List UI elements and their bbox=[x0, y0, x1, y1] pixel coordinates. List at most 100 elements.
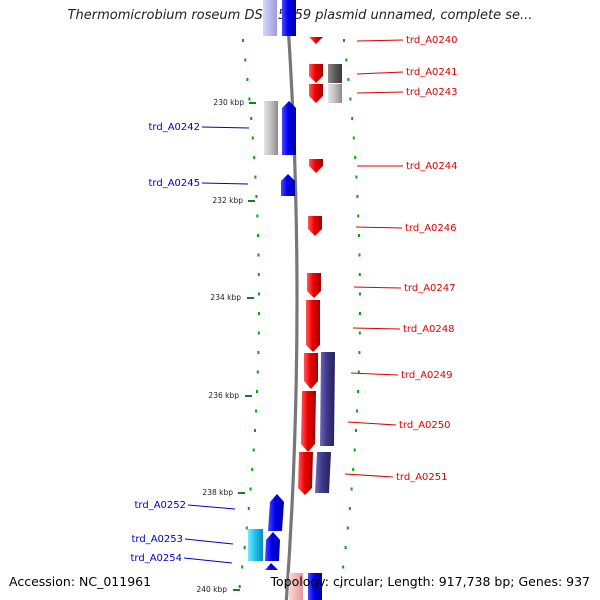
label-trd-a0244[interactable]: trd_A0244 bbox=[357, 161, 458, 172]
label-trd-a0254[interactable]: trd_A0254 bbox=[131, 553, 233, 564]
outer-ring-dot bbox=[347, 78, 350, 81]
gene-label[interactable]: trd_A0253 bbox=[132, 534, 184, 545]
gene-trd-a0241[interactable] bbox=[309, 64, 323, 83]
outer-ring-dot bbox=[352, 136, 355, 140]
tick-label: 236 kbp bbox=[208, 391, 239, 400]
gene-trd-a0248[interactable] bbox=[306, 300, 320, 352]
gene-trd-a0246[interactable] bbox=[308, 216, 322, 236]
inner-ring-dot bbox=[243, 546, 246, 549]
label-trd-a0246[interactable]: trd_A0246 bbox=[355, 223, 457, 234]
gene-trd-a0240[interactable] bbox=[309, 37, 323, 44]
gene-trd-a0250[interactable] bbox=[301, 391, 316, 452]
label-trd-a0249[interactable]: trd_A0249 bbox=[350, 370, 453, 381]
tick-label: 240 kbp bbox=[196, 585, 227, 594]
label-leader bbox=[356, 71, 404, 75]
label-leader bbox=[355, 226, 403, 229]
gene-bottom-blue[interactable] bbox=[308, 573, 322, 600]
gene-trd-a0247[interactable] bbox=[307, 273, 321, 298]
outer-ring-dot bbox=[354, 156, 357, 159]
label-leader bbox=[356, 91, 404, 94]
label-trd-a0248[interactable]: trd_A0248 bbox=[352, 324, 455, 335]
label-trd-a0242[interactable]: trd_A0242 bbox=[149, 122, 250, 133]
outer-ring-dot bbox=[359, 312, 361, 315]
inner-ring-dot bbox=[250, 117, 253, 120]
outer-ring-dot bbox=[352, 468, 355, 471]
outer-ring-dot bbox=[339, 585, 342, 588]
gene-trd-a0241-gray[interactable] bbox=[328, 64, 342, 83]
scale-ticks: 230 kbp 232 kbp 234 kbp 236 kbp 238 kbp … bbox=[196, 98, 256, 594]
gene-label[interactable]: trd_A0252 bbox=[135, 500, 187, 511]
gene-gray-left[interactable] bbox=[264, 101, 278, 155]
inner-ring-dot bbox=[257, 273, 260, 276]
gene-label[interactable]: trd_A0248 bbox=[403, 324, 455, 335]
inner-ring-dot bbox=[258, 312, 260, 315]
label-trd-a0251[interactable]: trd_A0251 bbox=[344, 472, 448, 483]
label-leader bbox=[344, 473, 394, 478]
map-title: Thermomicrobium roseum DSM 5159 plasmid … bbox=[67, 8, 533, 23]
reverse-genes bbox=[298, 37, 342, 495]
gene-label[interactable]: trd_A0242 bbox=[149, 122, 201, 133]
label-leader bbox=[184, 538, 234, 545]
outer-ring-dot bbox=[353, 448, 356, 452]
gene-label[interactable]: trd_A0240 bbox=[406, 35, 458, 46]
forward-labels: trd_A0242 trd_A0245 trd_A0252 trd_A0253 … bbox=[131, 122, 250, 564]
gene-label[interactable]: trd_A0241 bbox=[406, 67, 458, 78]
gene-trd-a0243-gray[interactable] bbox=[328, 84, 342, 103]
gene-label[interactable]: trd_A0254 bbox=[131, 553, 183, 564]
label-trd-a0245[interactable]: trd_A0245 bbox=[149, 178, 249, 189]
label-leader bbox=[352, 327, 401, 330]
forward-genes bbox=[248, 0, 322, 600]
gene-trd-a0251-purple[interactable] bbox=[315, 452, 331, 493]
gene-trd-a0245[interactable] bbox=[281, 174, 295, 196]
tick-label: 238 kbp bbox=[202, 488, 233, 497]
outer-ring-dot bbox=[358, 273, 361, 276]
label-trd-a0241[interactable]: trd_A0241 bbox=[356, 67, 458, 78]
gene-trd-a0243[interactable] bbox=[309, 84, 323, 103]
gene-trd-a0244[interactable] bbox=[309, 159, 323, 173]
gene-trd-a0251[interactable] bbox=[298, 452, 313, 495]
gene-trd-a0253[interactable] bbox=[248, 529, 263, 561]
label-trd-a0240[interactable]: trd_A0240 bbox=[356, 35, 458, 46]
gene-label[interactable]: trd_A0245 bbox=[149, 178, 201, 189]
gene-top-blue[interactable] bbox=[282, 0, 296, 36]
gene-label[interactable]: trd_A0251 bbox=[396, 472, 448, 483]
gene-bottom-pink[interactable] bbox=[289, 573, 303, 600]
inner-ring-dot bbox=[251, 136, 254, 140]
outer-ring-dot bbox=[357, 214, 360, 218]
tick-label: 232 kbp bbox=[212, 196, 243, 205]
inner-ring-dot bbox=[256, 390, 258, 393]
gene-label[interactable]: trd_A0244 bbox=[406, 161, 458, 172]
outer-ring-dot bbox=[358, 253, 361, 257]
label-trd-a0243[interactable]: trd_A0243 bbox=[356, 87, 458, 98]
gene-label[interactable]: trd_A0250 bbox=[399, 420, 451, 431]
outer-ring-dot bbox=[342, 565, 345, 569]
outer-ring-dot bbox=[356, 195, 359, 198]
inner-ring-dot bbox=[257, 234, 259, 237]
inner-ring-dot bbox=[247, 507, 250, 510]
label-trd-a0252[interactable]: trd_A0252 bbox=[135, 500, 236, 511]
outer-ring-dot bbox=[355, 429, 357, 432]
gene-label[interactable]: trd_A0243 bbox=[406, 87, 458, 98]
gene-trd-a0254[interactable] bbox=[265, 532, 280, 561]
gene-trd-a0242[interactable] bbox=[282, 101, 296, 155]
label-trd-a0247[interactable]: trd_A0247 bbox=[353, 283, 456, 294]
label-trd-a0253[interactable]: trd_A0253 bbox=[132, 534, 234, 545]
gene-trd-a0254-tip[interactable] bbox=[265, 563, 278, 570]
scale-tick-236: 236 kbp bbox=[208, 391, 252, 400]
outer-ring-dot bbox=[358, 234, 360, 237]
gene-trd-a0249-purple[interactable] bbox=[320, 352, 335, 446]
gene-label[interactable]: trd_A0247 bbox=[404, 283, 456, 294]
outer-ring-dot bbox=[357, 390, 359, 393]
gene-label[interactable]: trd_A0246 bbox=[405, 223, 457, 234]
gene-top-lavender[interactable] bbox=[263, 0, 277, 36]
label-trd-a0250[interactable]: trd_A0250 bbox=[347, 420, 451, 431]
inner-ring-dot bbox=[248, 97, 251, 101]
reverse-labels: trd_A0240 trd_A0241 trd_A0243 trd_A0244 … bbox=[344, 35, 458, 483]
gene-blue-lower[interactable] bbox=[268, 494, 284, 531]
label-leader bbox=[353, 286, 402, 289]
topology-summary: Topology: circular; Length: 917,738 bp; … bbox=[270, 574, 591, 589]
gene-trd-a0249[interactable] bbox=[304, 353, 318, 389]
gene-label[interactable]: trd_A0249 bbox=[401, 370, 453, 381]
inner-ring-dot bbox=[244, 58, 247, 62]
